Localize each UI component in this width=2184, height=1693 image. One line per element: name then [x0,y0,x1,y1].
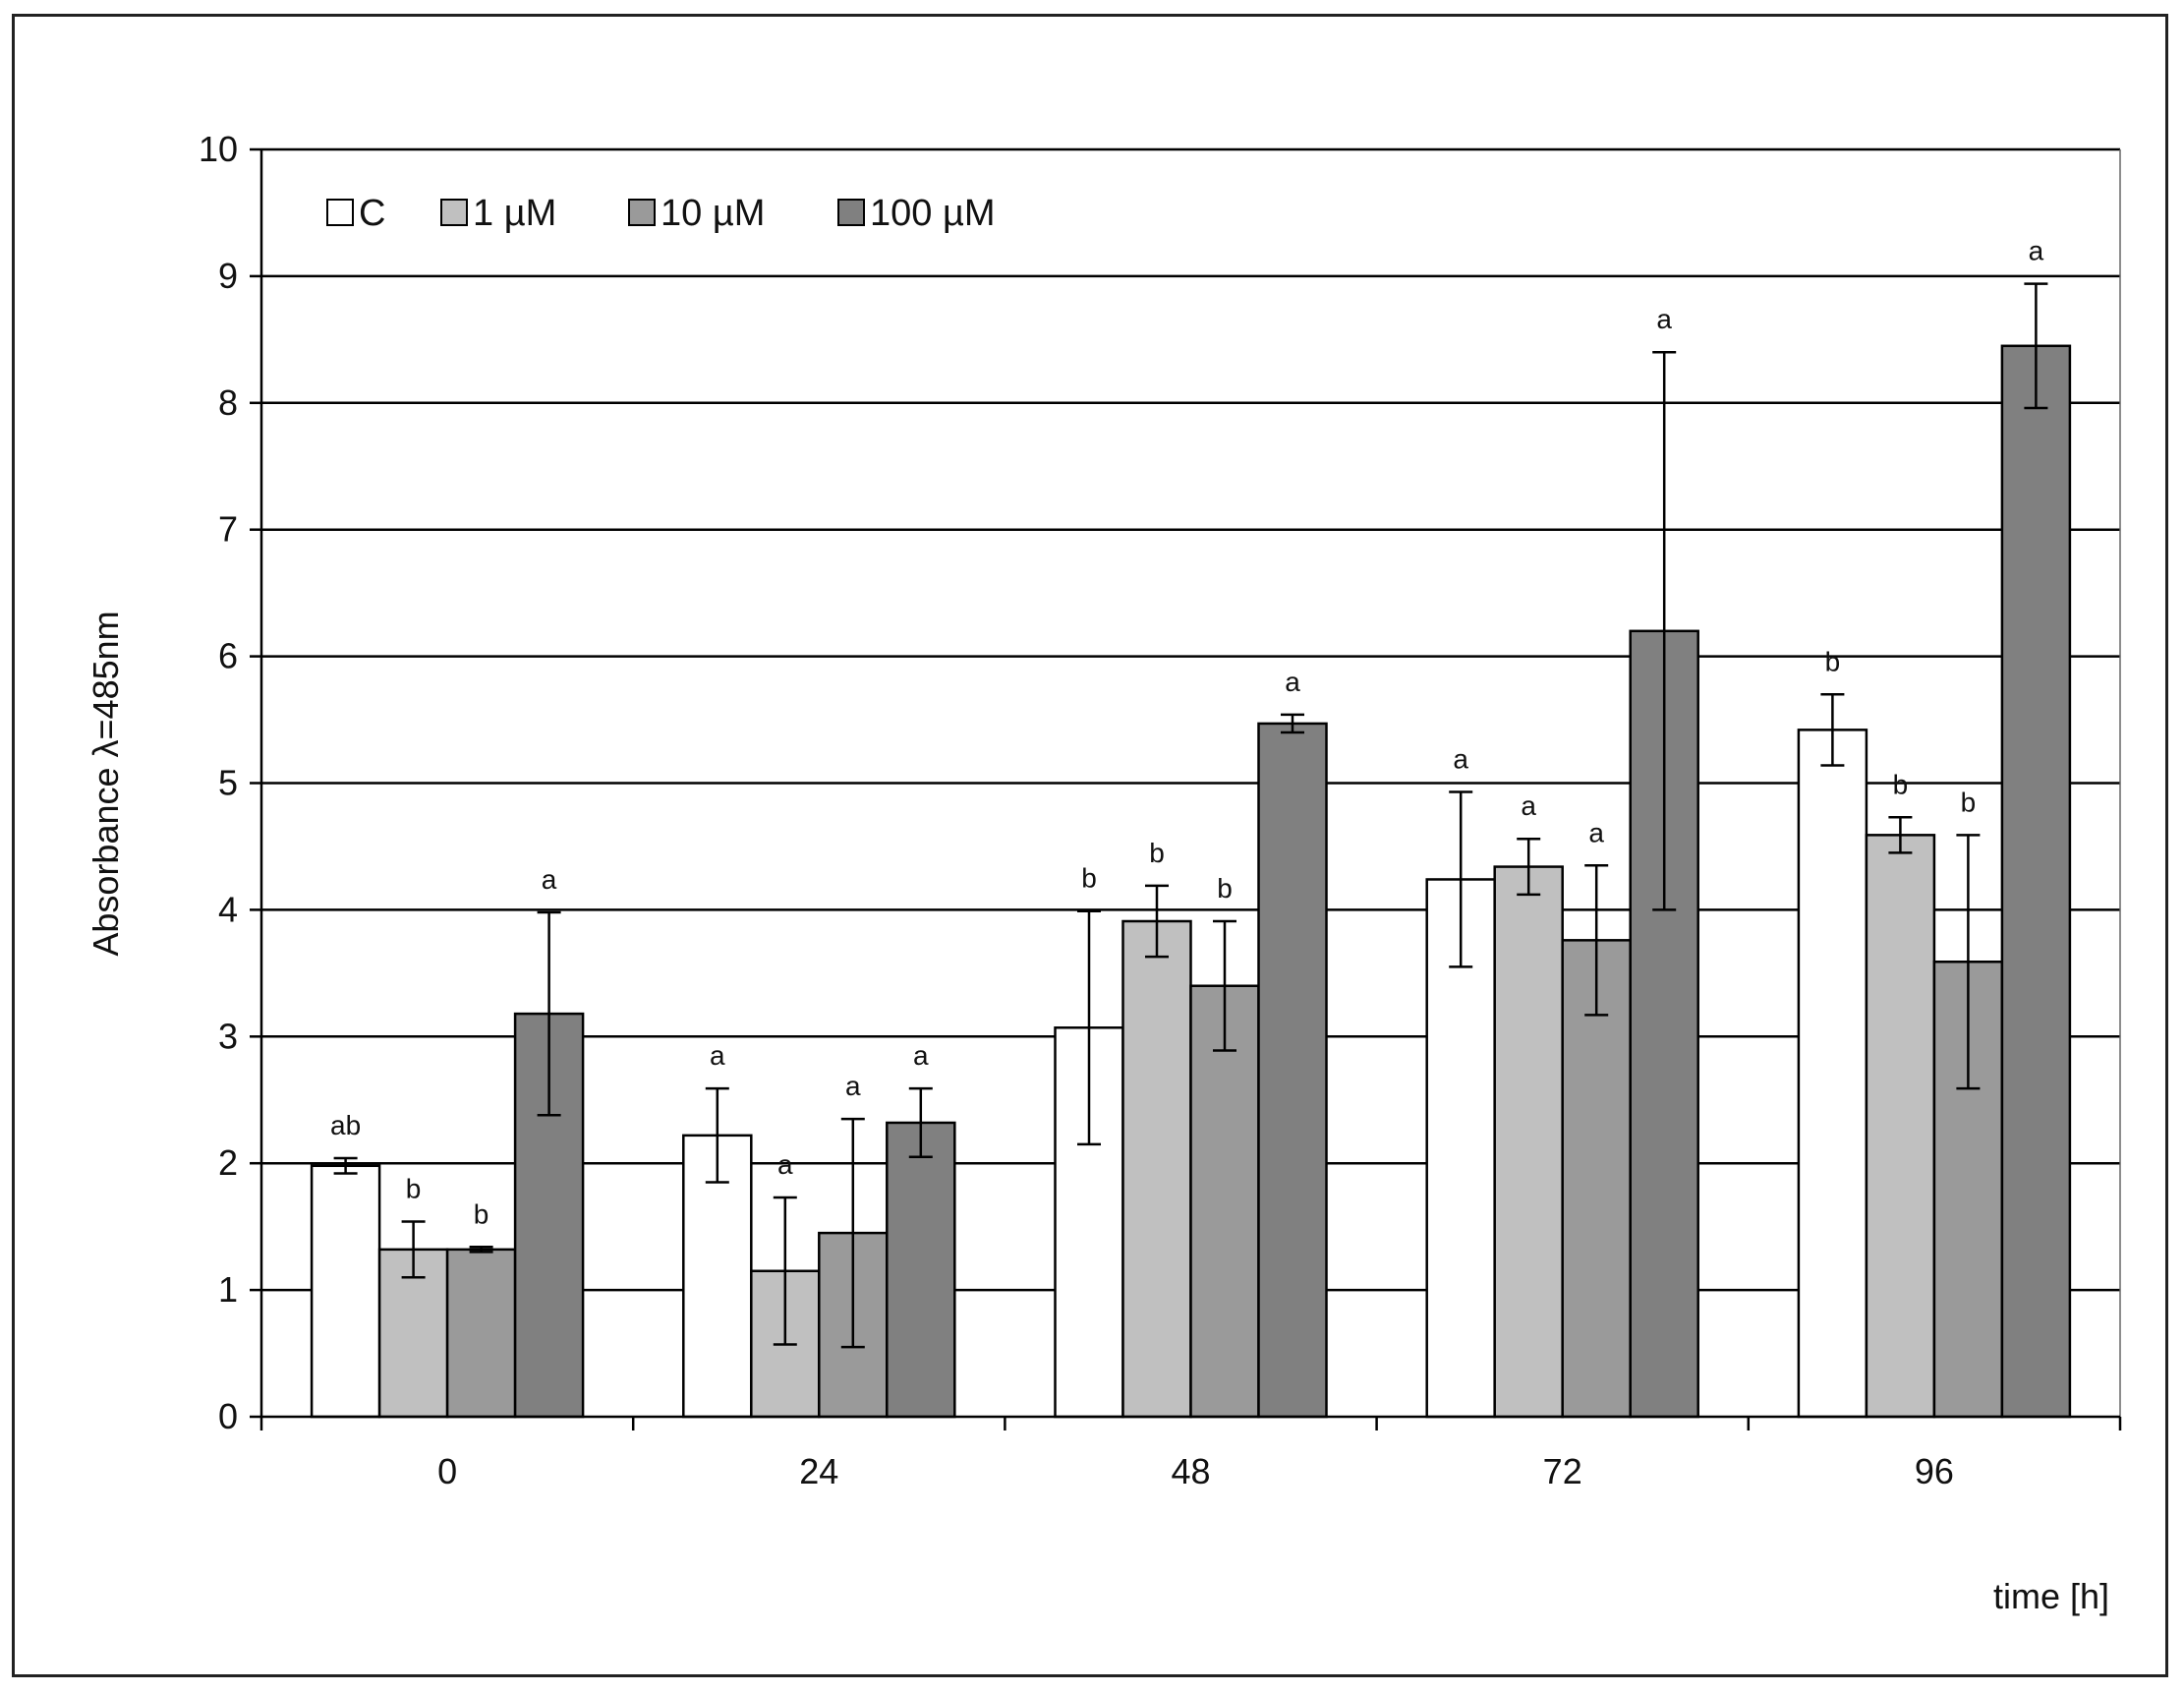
significance-label: a [1521,790,1536,821]
significance-label: a [1285,667,1300,697]
y-tick-label: 3 [218,1016,238,1056]
significance-label: a [710,1040,725,1071]
y-tick-label: 2 [218,1142,238,1183]
significance-label: b [1081,863,1097,894]
legend: C 1 µM 10 µM 100 µM [326,193,996,234]
error-bars-group [333,282,2048,1349]
legend-label: 1 µM [473,193,556,234]
legend-swatch [440,199,468,226]
significance-label: a [845,1071,861,1101]
significance-label: a [1453,744,1468,775]
legend-swatch [326,199,354,226]
significance-label: b [1149,838,1165,868]
y-tick-label: 0 [218,1396,238,1436]
significance-label: ab [330,1110,361,1140]
significance-label: a [777,1149,793,1180]
bar [1797,729,1868,1419]
significance-label: b [1961,787,1977,817]
significance-label: b [1217,873,1233,904]
bar [1561,939,1632,1419]
y-tick-label: 8 [218,382,238,423]
bar [1257,722,1328,1419]
x-tick-label: 24 [799,1451,838,1491]
bar [1932,960,2004,1419]
significance-label: a [542,864,557,895]
significance-label: b [1893,769,1909,799]
bar [1121,919,1192,1419]
bar [445,1248,517,1419]
bar [2000,344,2072,1419]
legend-label: C [359,193,385,234]
bar [886,1121,956,1419]
legend-swatch [837,199,865,226]
bar [1493,865,1564,1419]
y-tick-label: 10 [199,129,238,169]
significance-label: a [1588,817,1604,847]
x-tick-label: 48 [1171,1451,1210,1491]
y-tick-label: 4 [218,889,238,929]
y-tick-label: 6 [218,636,238,676]
axes-group: 0 1 2 3 4 5 6 7 8 9 10 0 24 48 72 96 [199,129,2122,1491]
x-axis-label: time [h] [1993,1576,2109,1616]
y-tick-label: 9 [218,256,238,296]
significance-label: a [1656,304,1672,334]
bar [310,1164,381,1419]
y-tick-label: 5 [218,763,238,803]
legend-swatch [628,199,656,226]
legend-label: 100 µM [870,193,996,234]
significance-label: b [474,1198,489,1229]
significance-label: b [406,1173,422,1203]
legend-label: 10 µM [661,193,765,234]
x-tick-label: 72 [1543,1451,1582,1491]
significance-label: a [913,1040,929,1071]
y-tick-label: 7 [218,509,238,550]
bar [1865,834,1936,1419]
y-axis-label: Absorbance λ=485nm [86,611,126,956]
y-tick-label: 1 [218,1269,238,1310]
significance-label: a [2029,236,2044,266]
bars-group [310,344,2072,1419]
significance-label: b [1825,646,1841,676]
x-tick-label: 96 [1915,1451,1954,1491]
bar [1425,878,1496,1419]
x-tick-label: 0 [437,1451,457,1491]
